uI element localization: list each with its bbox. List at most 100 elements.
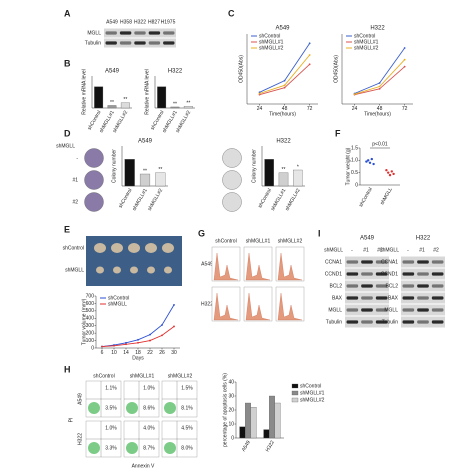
y-axis-label: PI [68, 418, 74, 423]
legend-label: shMGLL#2 [300, 397, 325, 403]
colony-dish [84, 192, 104, 212]
band [431, 320, 444, 324]
cell-cloud [126, 442, 138, 454]
data-point [161, 324, 163, 326]
x-tick-label: shControl [118, 188, 134, 210]
legend-label: shControl [108, 295, 129, 301]
band [402, 320, 415, 324]
band [361, 308, 373, 312]
legend-label: shMGLL#1 [300, 390, 325, 396]
panel-letter: A [64, 8, 71, 18]
band [361, 284, 373, 288]
band [361, 260, 373, 264]
x-axis-label: Time(hours) [269, 111, 296, 117]
band [402, 308, 415, 312]
histogram [245, 252, 271, 281]
panel-letter: E [64, 224, 70, 234]
y-tick-label: 1.0 [351, 158, 358, 164]
significance: ** [282, 167, 286, 173]
y-tick-label: 700 [86, 293, 95, 299]
band [119, 41, 132, 45]
chart-title: H322 [370, 26, 385, 32]
data-point [283, 79, 286, 82]
column-label: shControl [93, 373, 114, 379]
data-point [113, 344, 115, 347]
tumor [164, 266, 172, 274]
row-label: - [76, 155, 78, 161]
band [417, 296, 429, 300]
header: shMGLL [324, 247, 343, 253]
x-tick-label: 48 [377, 106, 383, 112]
band [346, 296, 359, 300]
band [431, 272, 444, 276]
colony-dish [84, 170, 104, 190]
significance: ** [158, 167, 162, 173]
cell-line: H322 [416, 236, 431, 242]
tumor [162, 243, 174, 253]
band [148, 41, 161, 45]
data-point [378, 87, 381, 90]
y-tick-label: 200 [86, 330, 95, 336]
band [402, 260, 415, 264]
lane-label: #2 [433, 247, 439, 253]
x-tick-label: 48 [282, 106, 288, 112]
histogram [213, 292, 239, 321]
band-label: MGLL [328, 307, 342, 313]
colony-dish [84, 148, 104, 168]
band [346, 260, 359, 264]
y-axis-label: Colony number [251, 149, 257, 183]
annotation: p<0.01 [372, 141, 388, 147]
band [375, 296, 388, 300]
bar [274, 402, 281, 439]
tumor [130, 266, 138, 274]
x-tick-label: H322 [265, 439, 276, 453]
y-tick-label: 30 [228, 393, 234, 399]
data-point [173, 325, 175, 328]
data-point [353, 93, 356, 96]
quadrant-value: 1.0% [143, 385, 155, 391]
y-tick-label: 400 [86, 316, 95, 322]
bar [124, 159, 135, 187]
data-point [149, 333, 151, 336]
legend-label: shControl [300, 383, 321, 389]
band [134, 31, 146, 35]
y-tick-label: 20 [228, 407, 234, 413]
band [375, 308, 388, 312]
lane-label: #1 [363, 247, 369, 253]
legend-label: shMGLL#2 [259, 45, 284, 51]
legend-label: shMGLL#1 [354, 39, 379, 45]
lane-label: #1 [419, 247, 425, 253]
panel-letter: D [64, 128, 71, 138]
quadrant-value: 8.6% [143, 405, 155, 411]
band [402, 272, 415, 276]
data-point [365, 160, 368, 163]
band-label: CCND1 [325, 271, 342, 277]
cell-cloud [88, 442, 100, 454]
band-label: MGLL [384, 307, 398, 313]
band [375, 320, 388, 324]
data-point [125, 343, 127, 346]
data-point [385, 169, 388, 172]
row-label: shControl [63, 245, 84, 251]
band-label: CCNA1 [325, 259, 342, 265]
x-tick-label: 30 [171, 350, 177, 356]
column-label: shMGLL#1 [246, 238, 271, 244]
bar [239, 426, 246, 439]
y-axis-label: Relative mRNA level [81, 69, 87, 115]
data-point [403, 47, 406, 49]
row-label: H322 [201, 301, 213, 307]
bar [155, 172, 166, 187]
band [361, 320, 373, 324]
data-point [137, 338, 139, 341]
y-tick-label: 600 [86, 301, 95, 307]
y-axis-label: OD450(Abs) [333, 55, 339, 83]
band [148, 31, 161, 35]
x-tick-label: 6 [101, 350, 104, 356]
lane-label: A549 [106, 19, 118, 25]
x-tick-label: 22 [147, 350, 153, 356]
column-label: shMGLL#2 [278, 238, 303, 244]
x-tick-label: 24 [352, 106, 358, 112]
y-axis-label: Colony number [111, 149, 117, 183]
lane-label: H322 [134, 19, 146, 25]
quadrant-value: 8.0% [181, 445, 193, 451]
